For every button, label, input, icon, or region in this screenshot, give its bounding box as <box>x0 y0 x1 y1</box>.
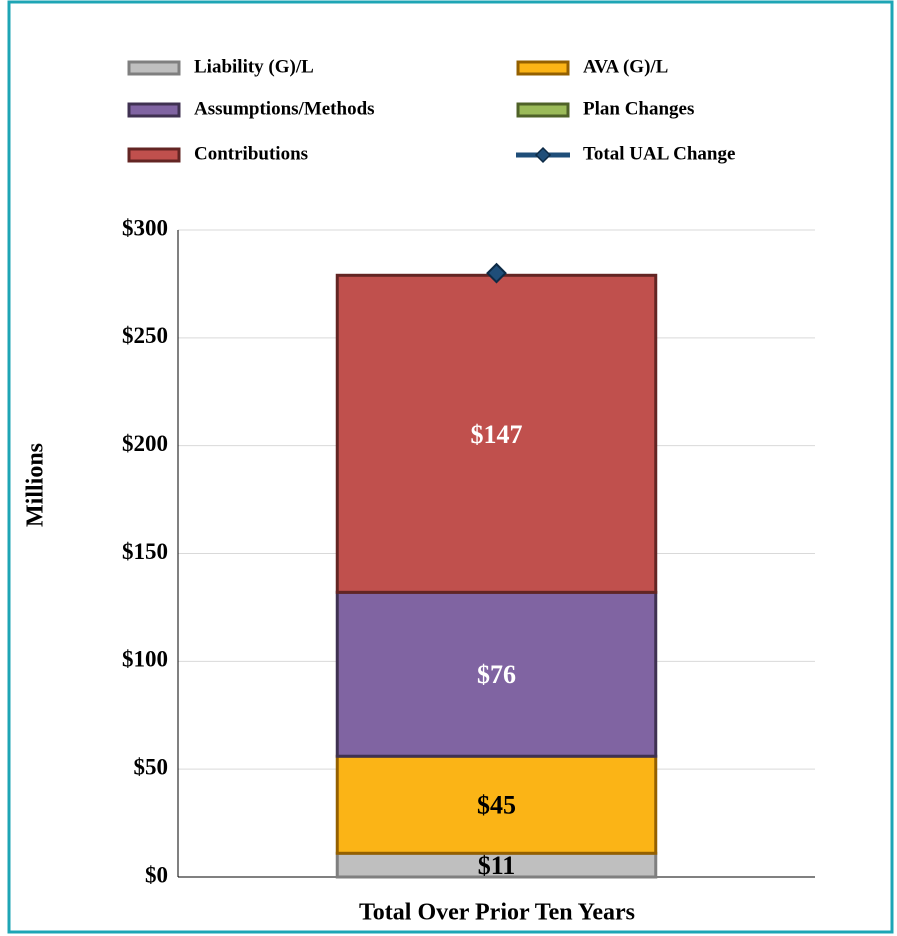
legend-label: AVA (G)/L <box>583 56 668 77</box>
bar-segment <box>335 590 658 758</box>
y-tick-label: $200 <box>122 431 168 456</box>
legend-label: Contributions <box>194 143 308 164</box>
data-label: $45 <box>477 791 516 820</box>
y-tick-label: $0 <box>145 862 168 887</box>
data-label: $76 <box>477 660 516 689</box>
frame <box>7 0 894 934</box>
y-tick-label: $50 <box>134 754 169 779</box>
legend-swatch <box>127 60 181 76</box>
legend-swatch <box>127 147 181 163</box>
y-tick-label: $250 <box>122 323 168 348</box>
legend-swatch <box>516 102 570 118</box>
data-label: $147 <box>471 420 523 449</box>
x-axis-title: Total Over Prior Ten Years <box>359 900 635 926</box>
y-tick-label: $100 <box>122 647 168 672</box>
legend-swatch <box>127 102 181 118</box>
y-tick-label: $300 <box>122 215 168 240</box>
legend-label: Plan Changes <box>583 98 694 119</box>
bar-segment <box>335 754 658 855</box>
legend-label: Liability (G)/L <box>194 56 314 77</box>
y-tick-label: $150 <box>122 539 168 564</box>
legend-swatch-marker <box>534 146 552 164</box>
legend-swatch <box>516 60 570 76</box>
legend-label: Assumptions/Methods <box>194 98 375 119</box>
y-axis-title: Millions <box>23 443 49 527</box>
legend-label: Total UAL Change <box>583 143 735 164</box>
data-label: $11 <box>478 851 516 880</box>
bar-segment <box>335 273 658 594</box>
line-marker <box>486 262 507 284</box>
